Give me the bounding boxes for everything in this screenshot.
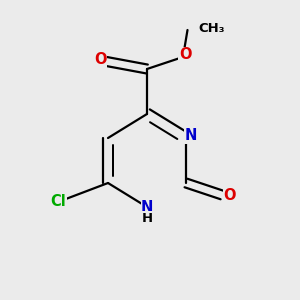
Text: H: H bbox=[141, 212, 153, 225]
Text: N: N bbox=[184, 128, 197, 143]
Text: N: N bbox=[141, 200, 153, 215]
Text: O: O bbox=[179, 47, 191, 62]
Text: Cl: Cl bbox=[51, 194, 66, 208]
Text: CH₃: CH₃ bbox=[198, 22, 224, 35]
Text: O: O bbox=[223, 188, 236, 203]
Text: O: O bbox=[94, 52, 107, 67]
